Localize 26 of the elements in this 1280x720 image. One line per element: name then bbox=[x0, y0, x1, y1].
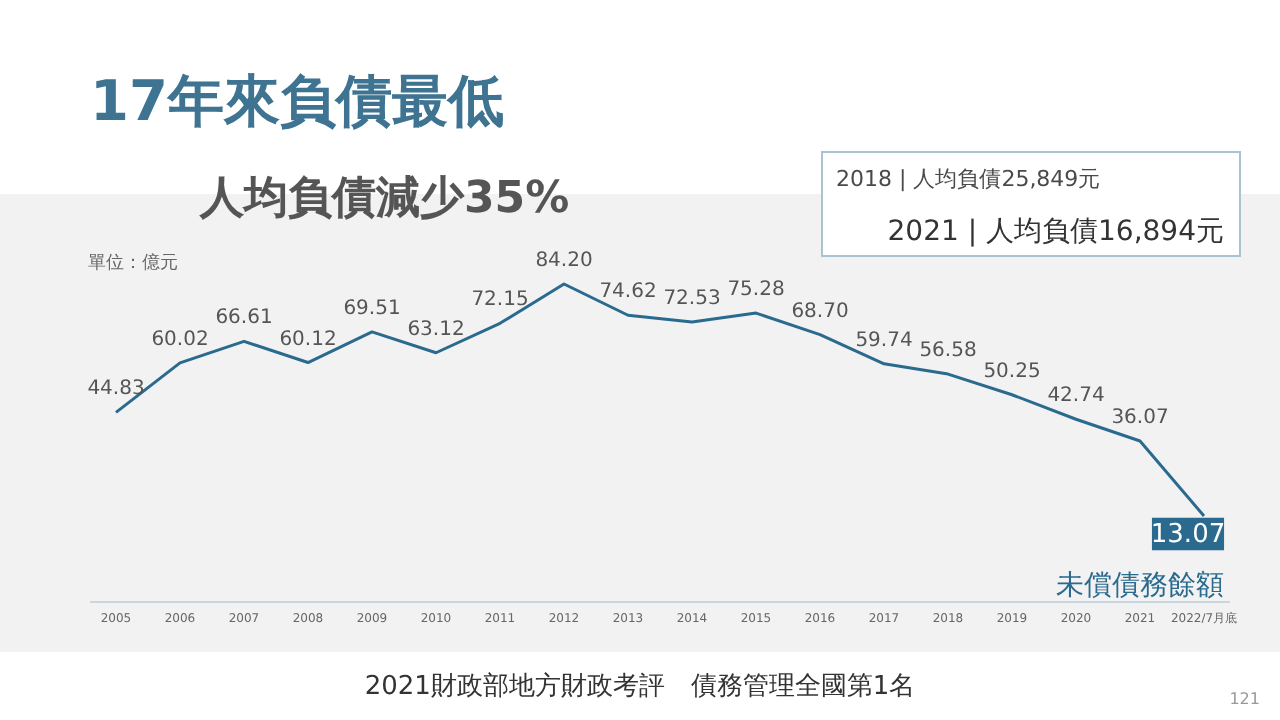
text: 2021 | 人均負債16,894元 bbox=[887, 216, 1224, 248]
chart-title: 17年來負債最低 bbox=[90, 68, 504, 134]
data-label: 72.53 bbox=[663, 288, 721, 311]
data-label: 56.58 bbox=[919, 340, 977, 363]
text: 2018 | 人均負債25,849元 bbox=[836, 166, 1101, 192]
data-label: 13.07 bbox=[1150, 520, 1226, 550]
data-label: 69.51 bbox=[343, 297, 401, 320]
data-label: 60.12 bbox=[279, 328, 337, 351]
text: 2021財政部地方財政考評 債務管理全國第1名 bbox=[364, 670, 916, 702]
data-label: 60.02 bbox=[151, 328, 209, 351]
text: 121 bbox=[1229, 690, 1260, 708]
data-label: 75.28 bbox=[727, 279, 785, 302]
data-label: 42.74 bbox=[1047, 385, 1105, 408]
data-label: 59.74 bbox=[855, 329, 913, 352]
data-label: 36.07 bbox=[1111, 406, 1169, 429]
data-label: 44.83 bbox=[87, 378, 145, 401]
data-label: 66.61 bbox=[215, 307, 273, 330]
data-label: 74.62 bbox=[599, 281, 657, 304]
data-label: 50.25 bbox=[983, 360, 1041, 383]
chart-subtitle: 人均負債減少35% bbox=[198, 174, 570, 224]
data-label: 72.15 bbox=[471, 289, 529, 312]
legend-label: 未償債務餘額 bbox=[1056, 570, 1224, 602]
data-label: 84.20 bbox=[535, 250, 593, 272]
data-label: 63.12 bbox=[407, 318, 465, 341]
y-axis-title: 單位：億元 bbox=[88, 252, 178, 274]
data-label: 68.70 bbox=[791, 300, 849, 323]
